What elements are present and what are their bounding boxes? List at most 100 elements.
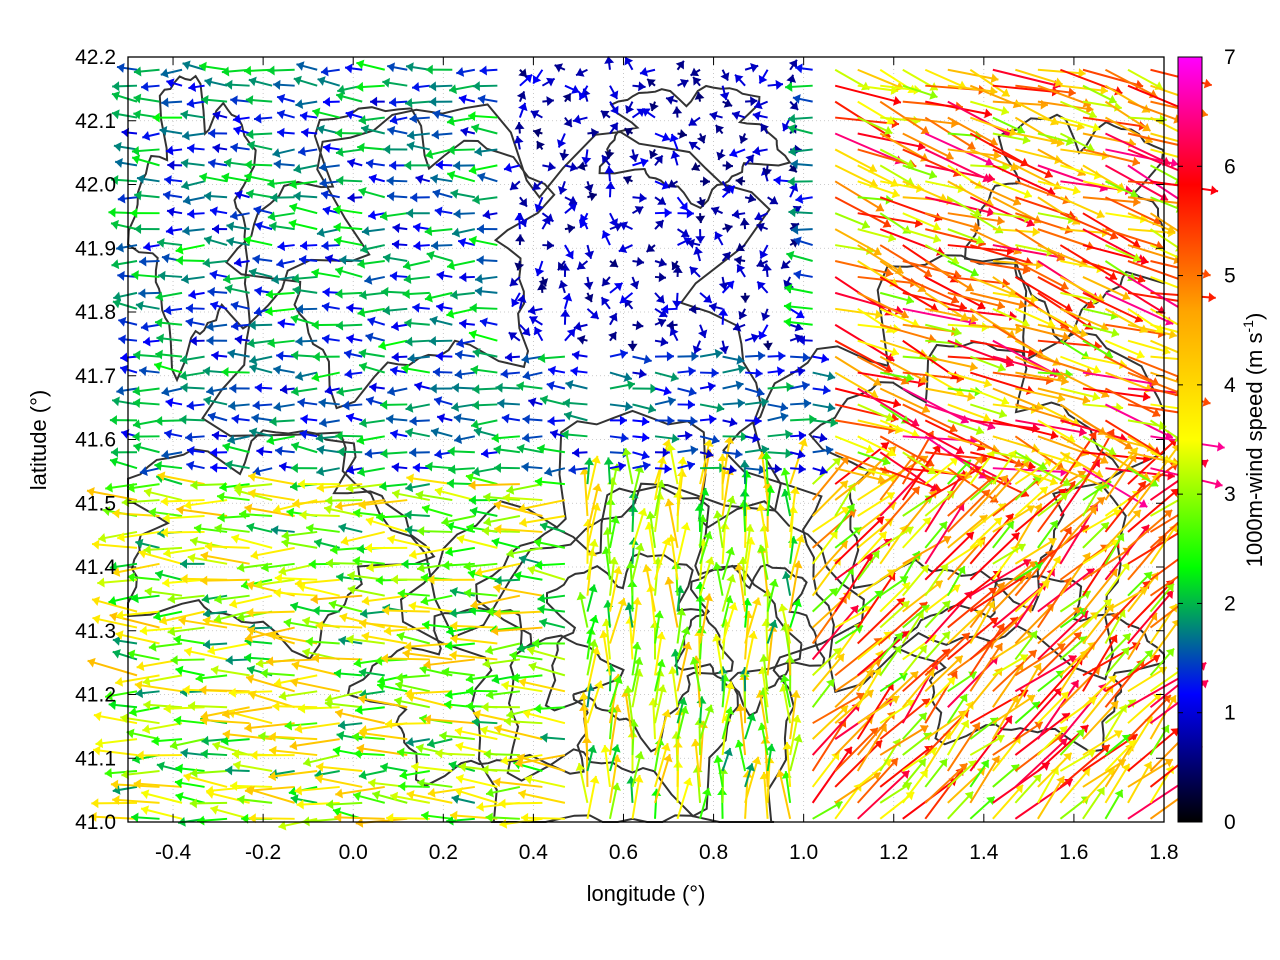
wind-arrow bbox=[162, 190, 183, 201]
wind-arrow-head bbox=[406, 736, 414, 747]
wind-arrow bbox=[459, 318, 475, 329]
wind-arrow bbox=[104, 768, 138, 779]
wind-arrow bbox=[609, 212, 619, 228]
wind-arrow bbox=[708, 302, 723, 313]
wind-arrow-head bbox=[298, 146, 306, 157]
wind-arrow-head bbox=[456, 67, 465, 77]
wind-arrow bbox=[481, 702, 520, 713]
wind-arrow bbox=[699, 381, 716, 392]
wind-arrow bbox=[463, 561, 498, 572]
wind-arrow-head bbox=[405, 402, 414, 413]
wind-arrow-head bbox=[143, 241, 152, 252]
wind-arrow-head bbox=[631, 642, 642, 650]
wind-arrow-head bbox=[353, 508, 361, 519]
wind-arrow-head bbox=[522, 709, 531, 719]
wind-arrow bbox=[248, 320, 273, 331]
wind-arrow-head bbox=[421, 810, 429, 821]
wind-arrow-head bbox=[337, 84, 346, 95]
wind-arrow bbox=[789, 438, 808, 485]
wind-arrow-shaft bbox=[738, 703, 747, 756]
wind-arrow bbox=[534, 560, 565, 571]
wind-arrow-head bbox=[680, 228, 690, 238]
wind-arrow-head bbox=[252, 400, 260, 411]
wind-arrow bbox=[175, 792, 205, 804]
wind-arrow bbox=[775, 769, 792, 820]
wind-arrow-head bbox=[310, 594, 319, 605]
wind-arrow-shaft bbox=[470, 594, 521, 608]
wind-arrow bbox=[427, 574, 475, 585]
wind-arrow-head bbox=[701, 787, 712, 797]
wind-arrow-head bbox=[756, 503, 767, 512]
wind-arrow-head bbox=[148, 641, 157, 652]
wind-arrow bbox=[811, 530, 839, 565]
wind-arrow-head bbox=[688, 304, 697, 315]
wind-arrow bbox=[160, 496, 205, 507]
wind-arrow-head bbox=[92, 614, 101, 625]
wind-arrow-head bbox=[199, 61, 207, 72]
wind-arrow-head bbox=[133, 109, 142, 120]
wind-arrow bbox=[359, 289, 385, 300]
wind-arrow-head bbox=[188, 82, 197, 92]
wind-arrow bbox=[187, 553, 228, 565]
wind-arrow-head bbox=[680, 522, 691, 531]
wind-arrow-head bbox=[591, 455, 601, 464]
wind-arrow-head bbox=[735, 176, 744, 187]
wind-arrow bbox=[632, 192, 647, 203]
wind-arrow bbox=[108, 594, 138, 606]
wind-arrow-head bbox=[661, 709, 672, 718]
wind-arrow bbox=[330, 544, 363, 555]
wind-arrow bbox=[233, 257, 250, 268]
wind-arrow bbox=[534, 196, 544, 213]
wind-arrow bbox=[266, 656, 318, 667]
wind-arrow-head bbox=[781, 260, 790, 269]
wind-arrow-head bbox=[795, 193, 804, 204]
wind-arrow-head bbox=[112, 784, 121, 795]
wind-arrow-head bbox=[253, 205, 262, 216]
wind-arrow bbox=[415, 490, 453, 502]
wind-arrow bbox=[378, 339, 408, 351]
wind-arrow-head bbox=[568, 195, 577, 205]
wind-arrow-head bbox=[696, 198, 706, 207]
wind-arrow bbox=[741, 470, 752, 501]
wind-arrow-head bbox=[471, 123, 480, 134]
wind-arrow-shaft bbox=[358, 696, 408, 709]
wind-arrow-head bbox=[250, 750, 258, 761]
wind-arrow bbox=[268, 770, 318, 782]
wind-arrow bbox=[404, 509, 430, 520]
wind-arrow bbox=[163, 546, 205, 558]
wind-arrow-head bbox=[387, 386, 396, 397]
wind-arrow-shaft bbox=[335, 785, 385, 796]
wind-arrow-head bbox=[386, 414, 394, 425]
wind-arrow-head bbox=[132, 431, 140, 442]
wind-arrow bbox=[479, 65, 498, 76]
wind-arrow bbox=[131, 812, 160, 823]
wind-arrow-head bbox=[714, 231, 724, 241]
wind-arrow-shaft bbox=[315, 776, 363, 788]
wind-arrow-head bbox=[638, 81, 646, 92]
wind-arrow-head bbox=[316, 466, 325, 477]
wind-arrow-head bbox=[539, 617, 548, 628]
wind-arrow-head bbox=[110, 779, 119, 790]
wind-arrow bbox=[901, 610, 925, 645]
wind-arrow bbox=[756, 503, 769, 549]
wind-arrow bbox=[782, 742, 793, 788]
wind-arrow bbox=[203, 235, 228, 247]
wind-arrow-head bbox=[624, 401, 633, 412]
wind-arrow-shaft bbox=[721, 681, 733, 724]
wind-arrow bbox=[586, 584, 598, 612]
wind-arrow-head bbox=[491, 433, 500, 444]
wind-arrow bbox=[528, 315, 543, 326]
wind-arrow-head bbox=[299, 510, 307, 521]
wind-arrow bbox=[645, 511, 656, 549]
wind-arrow-head bbox=[142, 724, 151, 735]
wind-arrow-head bbox=[229, 383, 237, 394]
wind-arrow bbox=[441, 515, 476, 527]
wind-arrow-head bbox=[387, 191, 395, 202]
wind-arrow bbox=[356, 59, 385, 71]
wind-arrow-head bbox=[431, 427, 440, 438]
wind-arrow bbox=[654, 154, 664, 166]
wind-arrow-shaft bbox=[676, 522, 689, 565]
wind-arrow-shaft bbox=[879, 132, 929, 162]
wind-arrow-head bbox=[493, 500, 502, 511]
wind-arrow-head bbox=[736, 264, 746, 274]
